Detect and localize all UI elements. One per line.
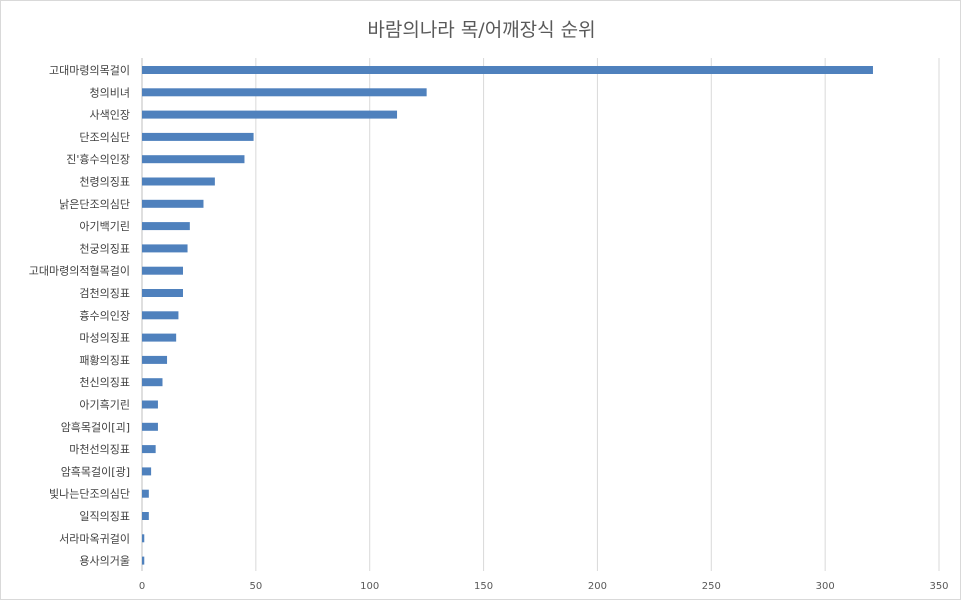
category-label: 일직의징표 [79, 509, 130, 523]
category-label: 천신의징표 [79, 375, 130, 389]
gridlines [141, 58, 940, 571]
bar [142, 155, 245, 164]
bar [142, 489, 149, 498]
category-label: 아기흑기린 [79, 398, 130, 412]
category-label: 낡은단조의심단 [59, 198, 130, 211]
category-label: 흉수의인장 [79, 308, 130, 322]
x-tick-label: 50 [249, 581, 262, 592]
category-label: 청의비녀 [90, 86, 130, 99]
bar [142, 66, 873, 74]
category-label: 암흑목걸이[광] [61, 464, 130, 478]
bar [142, 222, 190, 231]
category-label: 패황의징표 [79, 354, 130, 367]
chart-title: 바람의나라 목/어깨장식 순위 [367, 19, 596, 41]
category-label: 빛나는단조의심단 [49, 488, 130, 501]
category-label: 사색인장 [90, 109, 130, 122]
x-tick-labels: 0 50 100 150 200 250 300 350 [139, 581, 949, 592]
bar [142, 534, 145, 543]
category-label: 마천선의징표 [69, 442, 130, 456]
bar [142, 177, 215, 186]
bar [142, 311, 179, 320]
bar [142, 244, 188, 253]
bar [142, 266, 183, 275]
category-label: 암흑목걸이[괴] [61, 420, 130, 434]
category-label: 서라마옥귀걸이 [59, 532, 130, 545]
x-tick-label: 0 [139, 581, 145, 592]
bar [142, 88, 427, 97]
category-label: 용사의거울 [79, 555, 130, 568]
category-label: 천령의징표 [79, 175, 130, 189]
bar [142, 333, 177, 342]
bar [142, 422, 158, 431]
bar [142, 445, 156, 454]
category-labels: 고대마령의목걸이청의비녀사색인장단조의심단진'흉수의인장천령의징표낡은단조의심단… [29, 64, 130, 568]
category-label: 마성의징표 [79, 332, 130, 345]
category-label: 아기백기린 [79, 220, 130, 233]
category-label: 천궁의징표 [79, 241, 130, 255]
x-tick-label: 300 [816, 581, 835, 592]
category-label: 고대마령의목걸이 [49, 64, 130, 77]
category-label: 진'흉수의인장 [66, 152, 130, 166]
bar [142, 512, 149, 520]
bars [142, 66, 873, 565]
bar [142, 400, 158, 409]
category-label: 검천의징표 [79, 286, 130, 300]
x-tick-label: 250 [702, 581, 721, 592]
bar [142, 110, 398, 119]
bar [142, 378, 163, 387]
bar [142, 467, 152, 476]
category-label: 고대마령의적혈목걸이 [29, 264, 130, 278]
x-tick-label: 100 [360, 581, 379, 592]
x-tick-label: 150 [474, 581, 493, 592]
x-tick-label: 350 [929, 581, 948, 592]
bar [142, 556, 145, 565]
bar [142, 199, 204, 208]
bar [142, 289, 183, 297]
bar [142, 132, 254, 141]
category-label: 단조의심단 [79, 131, 130, 144]
bar [142, 355, 168, 364]
x-tick-label: 200 [588, 581, 607, 592]
